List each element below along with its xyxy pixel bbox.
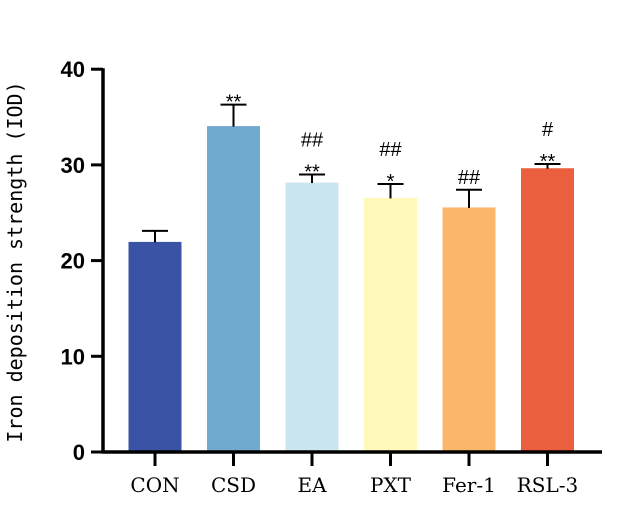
bar-pxt [364, 197, 417, 453]
x-tick-label: CON [130, 473, 179, 497]
significance-hash: ## [379, 139, 402, 161]
significance-hash: ## [301, 129, 324, 151]
significance-star: ** [540, 151, 556, 173]
significance-star: * [387, 171, 395, 193]
bar-con [128, 241, 182, 453]
x-tick-label: CSD [211, 473, 256, 497]
significance-hash: # [542, 119, 554, 141]
x-tick-label: PXT [370, 473, 412, 497]
bar-rsl-3 [521, 168, 574, 453]
x-tick-label: RSL-3 [517, 473, 579, 497]
bar-fer-1 [442, 207, 496, 453]
x-tick-label: EA [297, 473, 327, 497]
y-tick-label: 10 [61, 344, 85, 369]
y-tick-label: 20 [61, 249, 85, 274]
y-axis-label: Iron deposition strength (IOD) [3, 81, 27, 442]
bar-ea [285, 182, 339, 453]
y-tick-label: 40 [61, 57, 85, 82]
bar-csd [207, 126, 260, 453]
significance-hash: ## [458, 167, 481, 189]
significance-star: ** [304, 161, 320, 183]
y-tick-label: 0 [73, 440, 85, 465]
y-tick-label: 30 [61, 153, 85, 178]
significance-star: ** [226, 92, 242, 114]
x-tick-label: Fer-1 [442, 473, 496, 497]
